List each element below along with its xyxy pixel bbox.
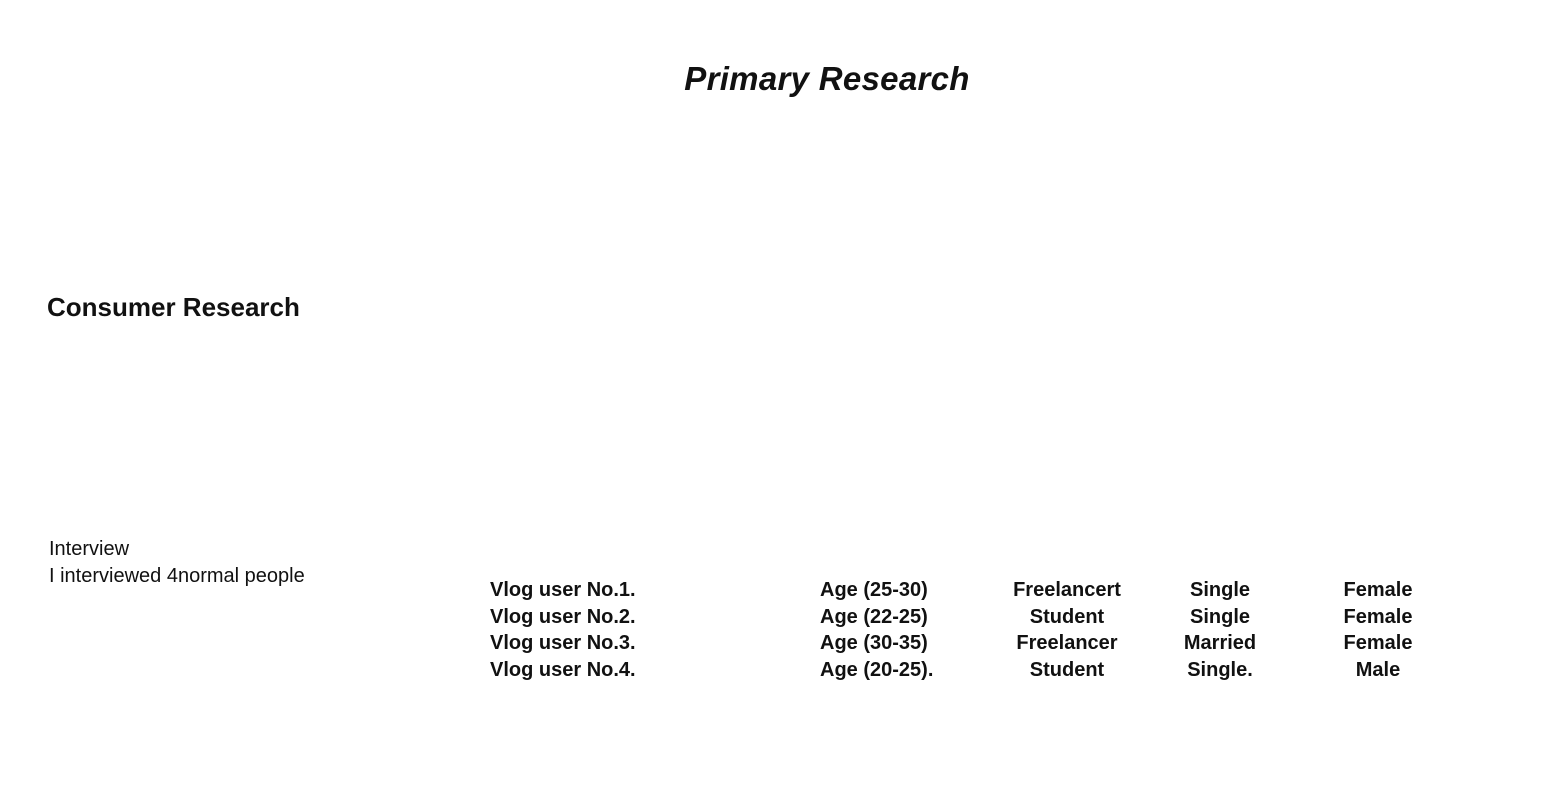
gender-cell: Female xyxy=(1343,579,1413,601)
age-cell: Age (22-25) xyxy=(820,605,928,628)
table-row: Vlog user No.1. Age (25-30) Freelancert … xyxy=(490,577,1480,604)
table-row: Vlog user No.3. Age (30-35) Freelancer M… xyxy=(490,630,1480,657)
gender-cell: Female xyxy=(1343,632,1413,655)
gender-cell: Male xyxy=(1355,659,1401,682)
age-cell: Age (30-35) xyxy=(820,632,928,655)
user-cell: Vlog user No.3. xyxy=(490,632,636,655)
occupation-cell: Student xyxy=(1029,605,1105,628)
occupation-cell: Freelancer xyxy=(1016,632,1118,655)
gender-cell: Female xyxy=(1343,605,1413,628)
section-heading: Consumer Research xyxy=(47,292,300,322)
user-cell: Vlog user No.1. xyxy=(490,579,636,601)
marital-status-cell: Single. xyxy=(1187,659,1253,682)
table-row: Vlog user No.2. Age (22-25) Student Sing… xyxy=(490,604,1480,631)
interview-label: Interview xyxy=(49,538,130,560)
marital-status-cell: Married xyxy=(1183,632,1257,655)
age-cell: Age (20-25). xyxy=(820,659,934,682)
interviewees-table: Vlog user No.1. Age (25-30) Freelancert … xyxy=(490,577,1480,684)
interview-note: Interview I interviewed 4normal people xyxy=(49,536,305,589)
occupation-cell: Freelancert xyxy=(1013,579,1121,601)
marital-status-cell: Single xyxy=(1189,579,1250,601)
table-row: Vlog user No.4. Age (20-25). Student Sin… xyxy=(490,657,1480,684)
age-cell: Age (25-30) xyxy=(820,579,928,601)
user-cell: Vlog user No.2. xyxy=(490,605,636,628)
interview-description: I interviewed 4normal people xyxy=(49,564,305,587)
marital-status-cell: Single xyxy=(1189,605,1250,628)
page-title: Primary Research xyxy=(684,60,970,97)
user-cell: Vlog user No.4. xyxy=(490,659,636,682)
occupation-cell: Student xyxy=(1029,659,1105,682)
